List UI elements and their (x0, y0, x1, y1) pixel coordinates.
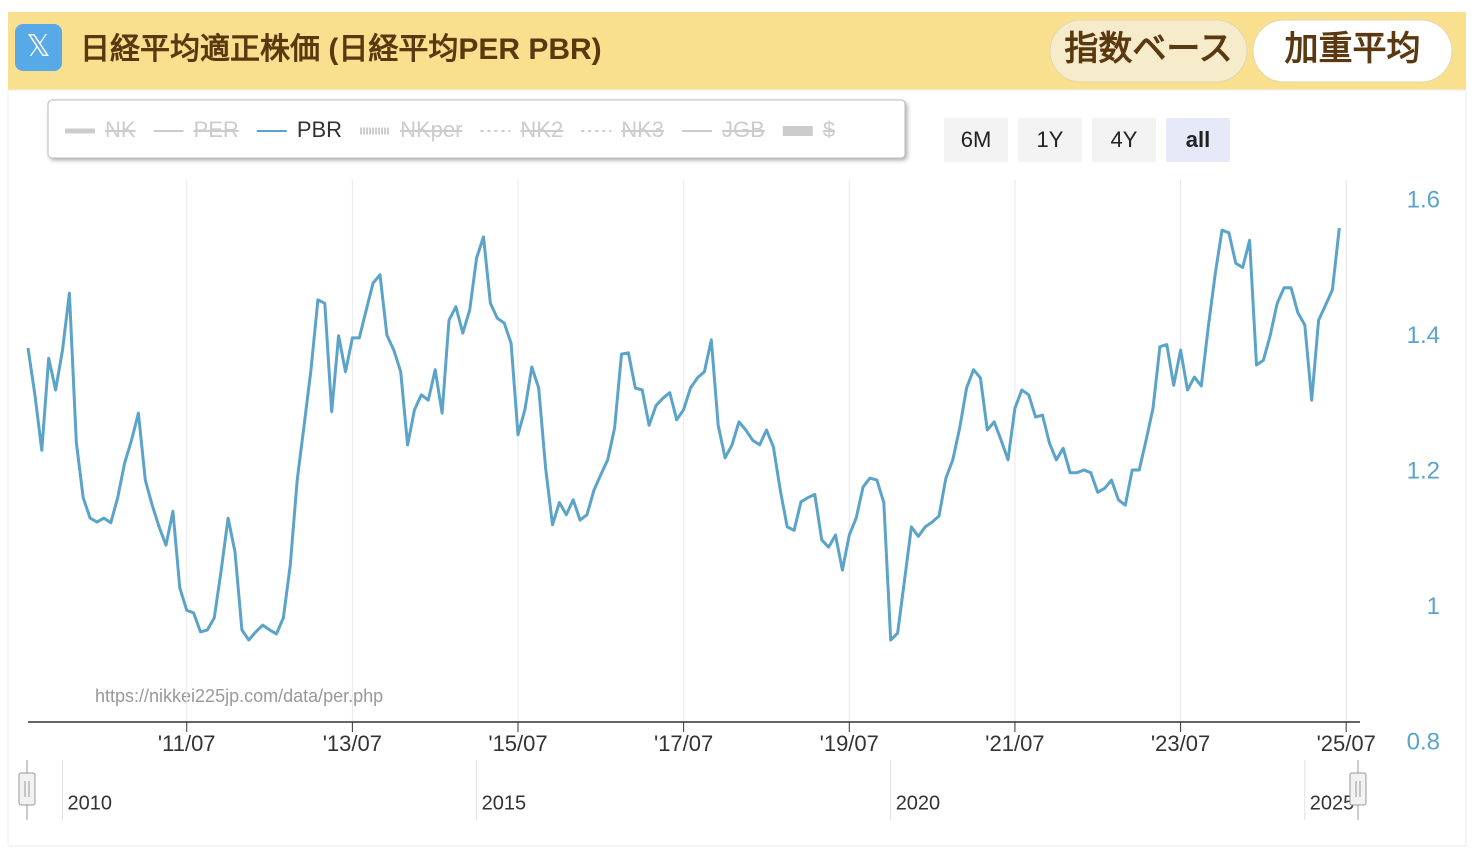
header-title: 日経平均適正株価 (日経平均PER PBR) (80, 32, 602, 66)
y-tick-label: 1.2 (1407, 457, 1440, 484)
x-tick-label: '11/07 (158, 731, 216, 756)
x-tick-label: '17/07 (654, 731, 713, 756)
legend-label[interactable]: NK3 (621, 117, 664, 142)
legend-box (47, 99, 906, 159)
navigator-handle[interactable] (1349, 772, 1367, 806)
x-tick-label: '19/07 (820, 731, 879, 756)
navigator-label: 2020 (896, 792, 941, 814)
y-tick-label: 1.6 (1407, 186, 1440, 213)
range-button-label[interactable]: 1Y (1037, 127, 1064, 152)
range-button[interactable] (1166, 118, 1230, 162)
x-tick-label: '13/07 (323, 731, 382, 756)
navigator-handle[interactable] (18, 772, 36, 806)
range-button[interactable] (944, 118, 1008, 162)
line-series (26, 227, 1341, 642)
y-tick-label: 1 (1427, 593, 1440, 620)
x-tick-label: '21/07 (985, 731, 1044, 756)
legend-label[interactable]: JGB (722, 117, 765, 142)
y-tick-label: 1.4 (1407, 322, 1440, 349)
button-bg[interactable] (1252, 19, 1453, 83)
x-icon-glyph: 𝕏 (26, 30, 50, 63)
navigator-label: 2025 (1310, 792, 1355, 814)
button-bg[interactable] (1049, 19, 1248, 83)
x-tick-label: '15/07 (488, 731, 547, 756)
range-button[interactable] (1092, 118, 1156, 162)
header-button[interactable]: 加重平均 (1285, 30, 1421, 68)
chart-frame (7, 89, 1467, 847)
navigator-label: 2015 (482, 792, 527, 814)
navigator-label: 2010 (68, 792, 113, 814)
x-tick-label: '23/07 (1151, 731, 1210, 756)
range-button-label[interactable]: all (1186, 127, 1210, 152)
legend-label[interactable]: PBR (297, 117, 342, 142)
credit: https://nikkei225jp.com/data/per.php (95, 686, 383, 706)
legend-label[interactable]: PER (194, 117, 239, 142)
legend-label[interactable]: NK (105, 117, 136, 142)
range-button-label[interactable]: 6M (961, 127, 992, 152)
legend-label[interactable]: NKper (400, 117, 462, 142)
y-tick-label: 0.8 (1407, 728, 1440, 755)
x-icon[interactable] (15, 24, 62, 71)
header-button[interactable]: 指数ベース (1064, 30, 1232, 68)
range-button[interactable] (1018, 118, 1082, 162)
legend-label[interactable]: $ (823, 117, 835, 142)
legend-label[interactable]: NK2 (520, 117, 563, 142)
x-tick-label: '25/07 (1317, 731, 1376, 756)
range-button-label[interactable]: 4Y (1111, 127, 1138, 152)
